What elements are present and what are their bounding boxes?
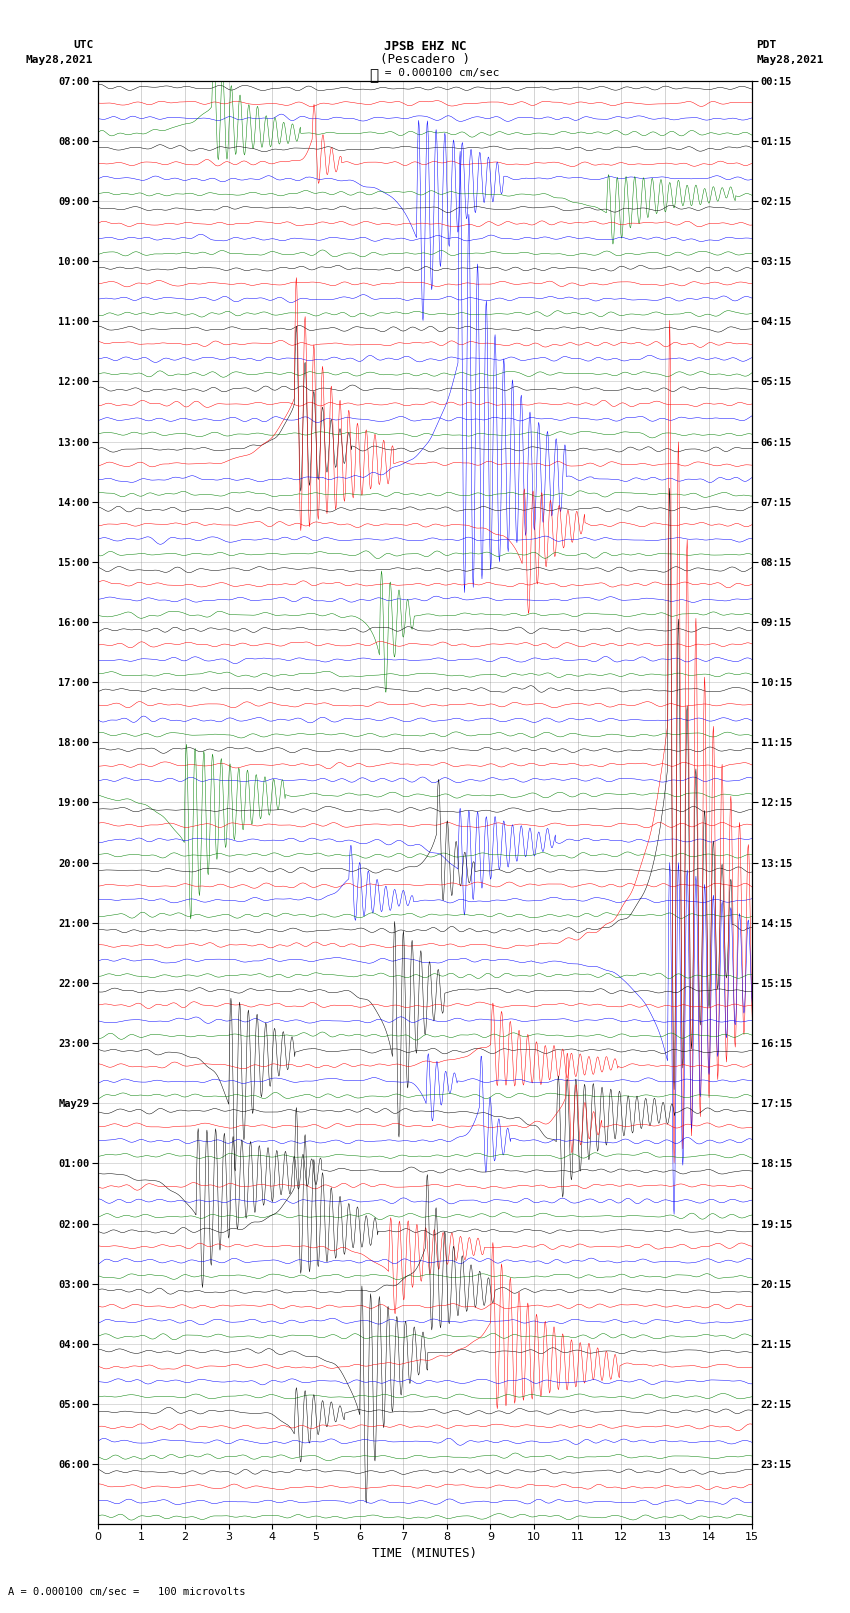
- Text: JPSB EHZ NC: JPSB EHZ NC: [383, 40, 467, 53]
- Text: May28,2021: May28,2021: [26, 55, 94, 65]
- Text: = 0.000100 cm/sec: = 0.000100 cm/sec: [378, 68, 500, 77]
- Text: A = 0.000100 cm/sec =   100 microvolts: A = 0.000100 cm/sec = 100 microvolts: [8, 1587, 246, 1597]
- Text: UTC: UTC: [73, 40, 94, 50]
- Text: PDT: PDT: [756, 40, 777, 50]
- X-axis label: TIME (MINUTES): TIME (MINUTES): [372, 1547, 478, 1560]
- Text: May28,2021: May28,2021: [756, 55, 824, 65]
- Text: (Pescadero ): (Pescadero ): [380, 53, 470, 66]
- Text: ⏐: ⏐: [370, 68, 378, 82]
